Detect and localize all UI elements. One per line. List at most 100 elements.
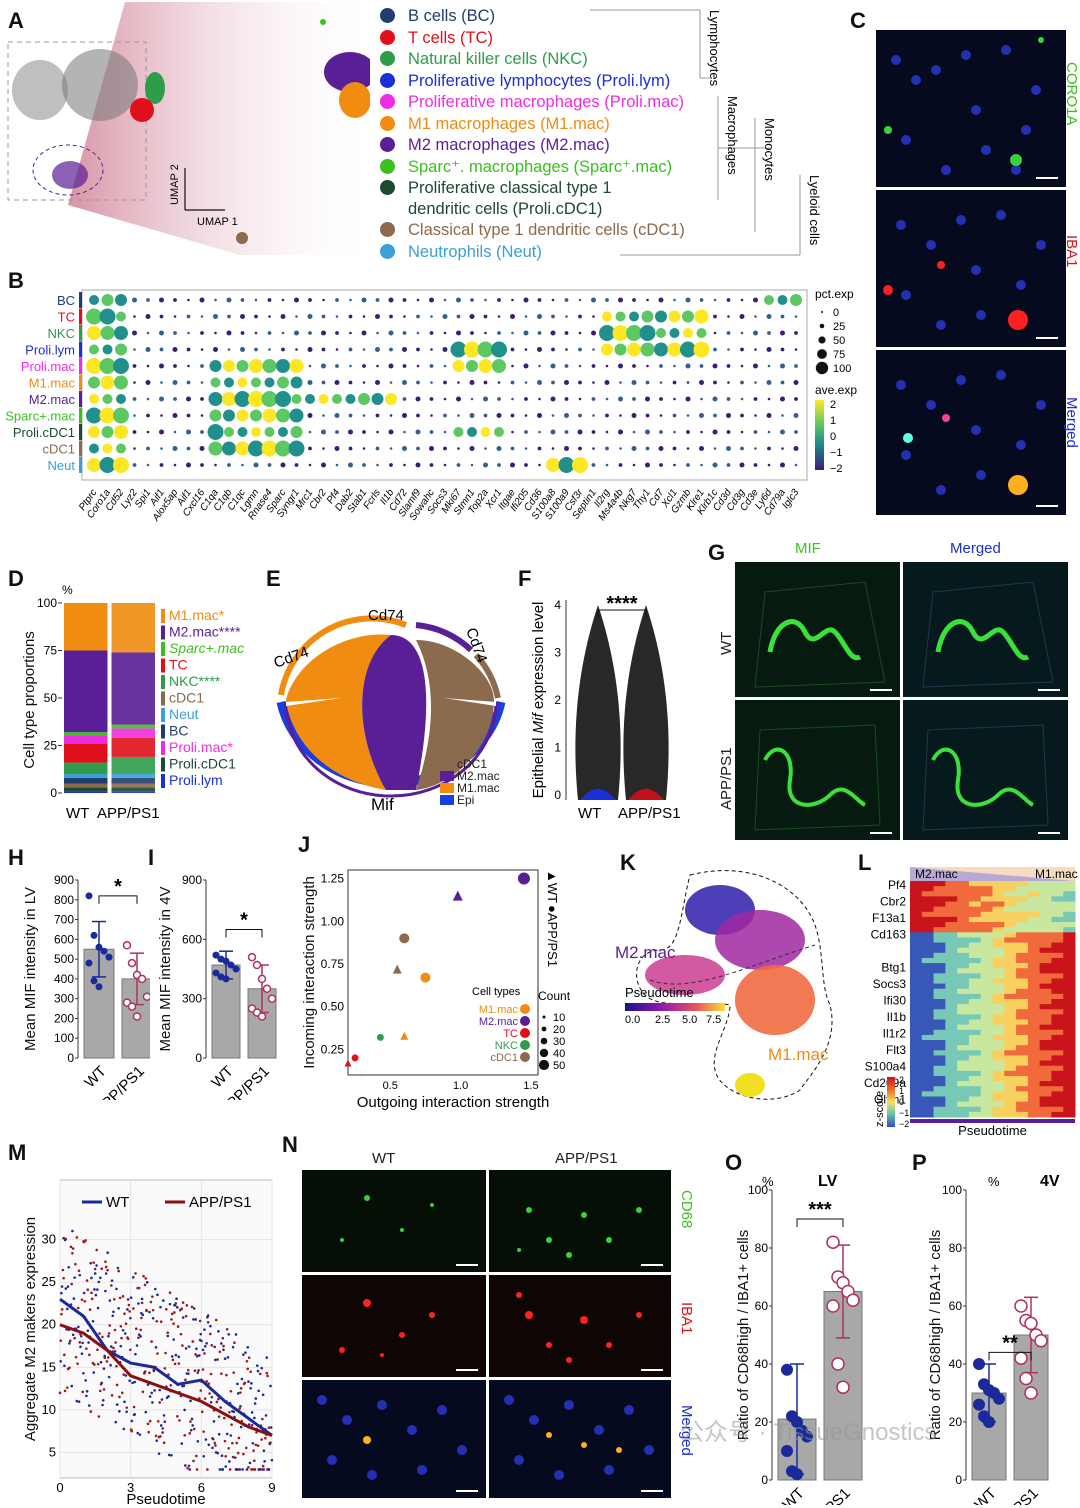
l-cell — [968, 911, 982, 918]
data-point — [247, 952, 257, 962]
legend-swatch — [380, 222, 395, 237]
m-point — [192, 1307, 196, 1310]
dotplot-dot — [599, 325, 615, 341]
l-cell — [921, 1014, 935, 1021]
dotplot-dot — [348, 413, 353, 418]
l-cell — [1016, 1014, 1029, 1021]
legend-swatch — [380, 94, 395, 109]
m-point — [247, 1465, 250, 1469]
l-cell — [910, 906, 923, 913]
m-point — [254, 1443, 258, 1447]
bar-ytick: 20 — [949, 1415, 963, 1429]
dotplot-dot — [248, 440, 264, 457]
dotplot-dot — [700, 397, 703, 401]
l-cell — [933, 1101, 946, 1108]
chord-legend-item: M2.mac — [440, 770, 500, 782]
l-cell — [1063, 932, 1076, 938]
j-xtick: 1.0 — [453, 1080, 468, 1092]
dotplot-dot — [740, 446, 744, 451]
m-point — [68, 1366, 71, 1370]
l-ztick: −2 — [899, 1119, 909, 1129]
m-point — [144, 1277, 148, 1280]
dotplot-dot — [348, 380, 353, 385]
l-cell — [968, 993, 982, 1000]
l-cell — [968, 957, 982, 964]
chord-legend-swatch — [440, 795, 454, 805]
bar-group-label: WT — [971, 1485, 1000, 1505]
dotplot-dot — [277, 376, 289, 389]
legend-label: Natural killer cells (NKC) — [408, 50, 588, 68]
l-cell — [1004, 1029, 1017, 1036]
m-point — [126, 1308, 129, 1311]
bar — [211, 964, 241, 1059]
dotplot-dot — [673, 298, 676, 302]
l-cell — [945, 999, 958, 1005]
legend-swatch — [380, 29, 395, 45]
dotplot-dot — [550, 330, 556, 336]
dotplot-dot — [172, 446, 178, 451]
l-cell — [1004, 952, 1017, 959]
dotplot-dot — [116, 443, 126, 454]
dotplot-dot — [251, 427, 261, 437]
l-cell — [1027, 1106, 1041, 1113]
group-macrophages: Macrophages — [725, 96, 740, 175]
dotplot-dot — [334, 413, 340, 418]
l-cell — [957, 978, 970, 985]
l-cell — [1004, 911, 1017, 918]
dotplot-dot — [321, 314, 326, 319]
dotplot-dot — [275, 440, 291, 457]
dotplot-dot — [403, 463, 406, 467]
l-cell — [1027, 968, 1041, 974]
l-cell — [933, 1065, 946, 1072]
l-cell — [1063, 993, 1076, 1000]
d-segment — [64, 736, 108, 744]
m-point — [92, 1261, 95, 1264]
dotplot-dot — [443, 413, 447, 418]
m-point — [99, 1276, 102, 1280]
dotplot-dot — [699, 298, 704, 302]
dotplot-dot — [672, 446, 677, 451]
m-xtick: 9 — [268, 1480, 275, 1495]
dotplot-dot — [99, 457, 116, 473]
l-cell — [1016, 1065, 1029, 1072]
data-point — [791, 1416, 803, 1428]
data-point — [826, 1235, 840, 1249]
m-point — [213, 1345, 216, 1349]
m-point — [85, 1347, 88, 1350]
dotplot-dot — [388, 363, 394, 369]
dotplot-dot — [207, 424, 224, 440]
l-cell — [968, 968, 982, 974]
chord-legend-label: Epi — [457, 793, 475, 807]
panel-label-k: K — [620, 850, 636, 875]
l-cell — [980, 1065, 993, 1072]
label-iba1: IBA1 — [1063, 235, 1080, 268]
l-cell — [957, 973, 970, 979]
l-cell — [968, 1106, 982, 1113]
m-point — [237, 1436, 241, 1440]
m-point — [166, 1331, 170, 1335]
dotplot-row-bar — [79, 407, 82, 424]
m-point — [82, 1371, 85, 1375]
dotplot-dot — [694, 309, 709, 324]
d-legend-label: M2.mac**** — [169, 624, 241, 640]
dotplot-dot — [523, 330, 529, 336]
l-cell — [957, 1034, 970, 1041]
l-cell — [921, 1111, 935, 1118]
dotplot-dot — [740, 413, 744, 418]
l-gene-label: S100a4 — [865, 1060, 907, 1074]
l-cell — [992, 1106, 1005, 1113]
l-cell — [933, 1111, 946, 1118]
l-cell — [910, 1075, 923, 1082]
dotplot-dot — [713, 331, 717, 335]
l-cell — [1027, 1014, 1041, 1021]
dotplot-dot — [524, 397, 528, 401]
m-point — [169, 1383, 173, 1387]
dotplot-dot — [291, 394, 302, 404]
m-point — [191, 1424, 194, 1427]
d-segment — [64, 762, 108, 774]
dotplot-dot — [200, 348, 204, 351]
m-point — [251, 1441, 255, 1445]
m-ytick: 20 — [42, 1317, 56, 1332]
n-col-app: APP/PS1 — [555, 1150, 618, 1167]
dotplot-dot — [659, 414, 663, 417]
